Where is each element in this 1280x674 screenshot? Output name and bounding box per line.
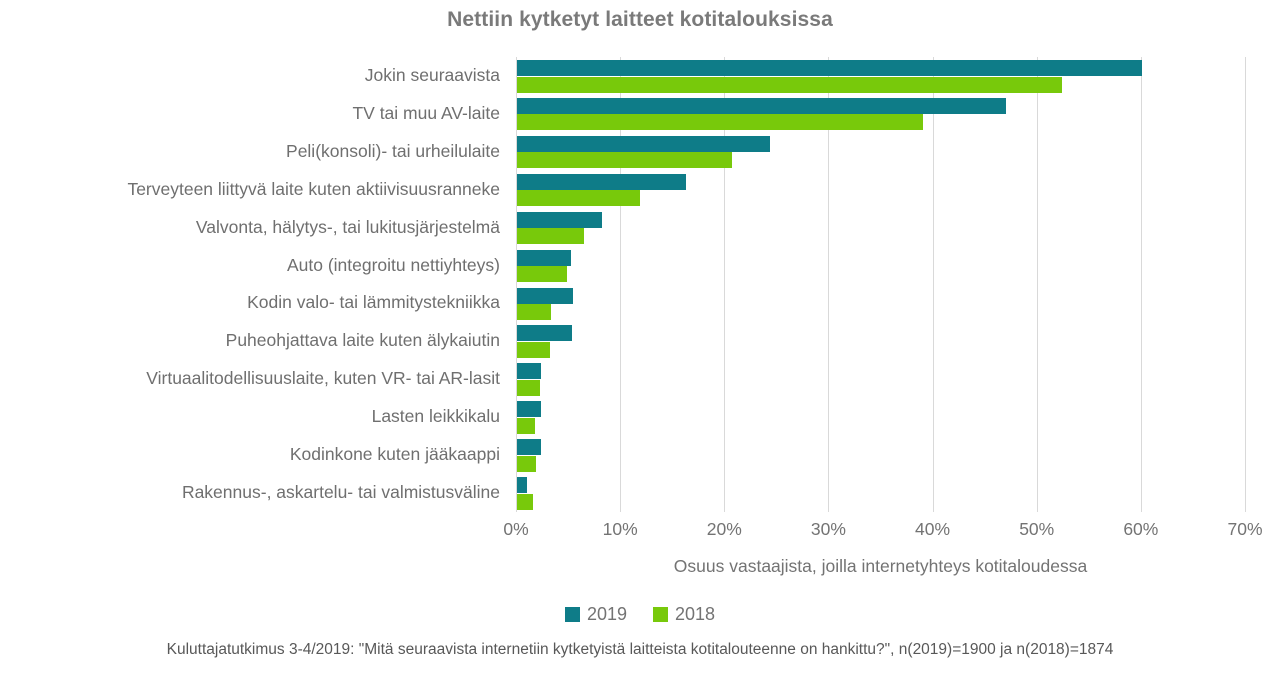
- y-axis-category-labels: Jokin seuraavista TV tai muu AV-laite Peli…: [0, 57, 508, 512]
- bar-2019: [517, 401, 541, 418]
- bar-2018: [517, 417, 535, 434]
- legend-label: 2018: [675, 604, 716, 624]
- legend-label: 2019: [586, 604, 627, 624]
- bar-2018: [517, 455, 536, 472]
- x-axis-tick: 10%: [602, 519, 638, 539]
- bar-2018: [517, 379, 540, 396]
- bar-2019: [517, 97, 1007, 114]
- y-axis-label: Kodin valo- tai lämmitystekniikka: [247, 292, 500, 313]
- x-axis-tick: 0%: [503, 519, 529, 539]
- gridline: [620, 57, 622, 512]
- gridline: [1036, 57, 1038, 512]
- bar-2018: [517, 493, 533, 510]
- bar-2018: [517, 76, 1062, 93]
- y-axis-label: Rakennus-, askartelu- tai valmistusvälin…: [181, 482, 500, 503]
- gridline: [932, 57, 934, 512]
- legend-item-2018[interactable]: 2018: [653, 604, 715, 625]
- gridline: [1140, 57, 1142, 512]
- legend-item-2019[interactable]: 2019: [564, 604, 627, 625]
- bar-2018: [517, 228, 584, 245]
- y-axis-label: Kodinkone kuten jääkaappi: [289, 444, 500, 465]
- bar-2019: [517, 439, 541, 456]
- legend-swatch-icon: [653, 607, 668, 622]
- bar-2019: [517, 249, 572, 266]
- y-axis-label: Virtuaalitodellisuuslaite, kuten VR- tai…: [146, 368, 500, 389]
- x-axis-tick-labels: 0% 10% 20% 30% 40% 50% 60% 70%: [0, 519, 1280, 545]
- y-axis-label: Puheohjattava laite kuten älykaiutin: [225, 330, 500, 351]
- chart-footnote: Kuluttajatutkimus 3-4/2019: "Mitä seuraa…: [166, 641, 1114, 658]
- y-axis-label: Lasten leikkikalu: [371, 406, 500, 427]
- legend-swatch-icon: [564, 607, 580, 622]
- page-title: Nettiin kytketyt laitteet kotitalouksiss…: [447, 8, 833, 31]
- x-axis-tick: 30%: [810, 519, 846, 539]
- y-axis-label: TV tai muu AV-laite: [352, 102, 500, 123]
- bar-2018: [517, 341, 551, 358]
- bars-and-gridlines: [516, 57, 1246, 512]
- bar-2018: [517, 190, 640, 207]
- x-axis-tick: 40%: [915, 519, 951, 539]
- y-axis-label: Peli(konsoli)- tai urheilulaite: [286, 140, 500, 161]
- x-axis-tick: 50%: [1019, 519, 1055, 539]
- bar-2018: [517, 152, 732, 169]
- y-axis-line: [516, 57, 517, 512]
- bar-2019: [517, 211, 603, 228]
- gridline: [828, 57, 830, 512]
- y-axis-label: Jokin seuraavista: [364, 64, 500, 85]
- bar-2019: [517, 135, 771, 152]
- bar-2019: [517, 287, 574, 304]
- y-axis-label: Auto (integroitu nettiyhteys): [286, 254, 500, 275]
- bar-2019: [517, 363, 541, 380]
- bar-2018: [517, 114, 924, 131]
- bar-2019: [517, 60, 1142, 76]
- bar-2018: [517, 266, 567, 283]
- x-axis-tick: 20%: [706, 519, 742, 539]
- x-axis-tick: 70%: [1227, 519, 1263, 539]
- plot-area: Jokin seuraavista TV tai muu AV-laite Peli…: [0, 57, 1280, 517]
- y-axis-label: Valvonta, hälytys-, tai lukitusjärjestel…: [195, 216, 500, 237]
- gridline: [724, 57, 726, 512]
- bar-2019: [517, 477, 528, 494]
- bar-2019: [517, 325, 573, 342]
- chart-legend: 2019 2018: [0, 604, 1280, 625]
- x-axis-title: Osuus vastaajista, joilla internetyhteys…: [673, 556, 1088, 576]
- y-axis-label: Terveyteen liittyvä laite kuten aktiivis…: [127, 178, 500, 199]
- bar-2019: [517, 173, 686, 190]
- x-axis-tick: 60%: [1123, 519, 1159, 539]
- bar-2018: [517, 304, 552, 320]
- gridline: [1245, 57, 1246, 512]
